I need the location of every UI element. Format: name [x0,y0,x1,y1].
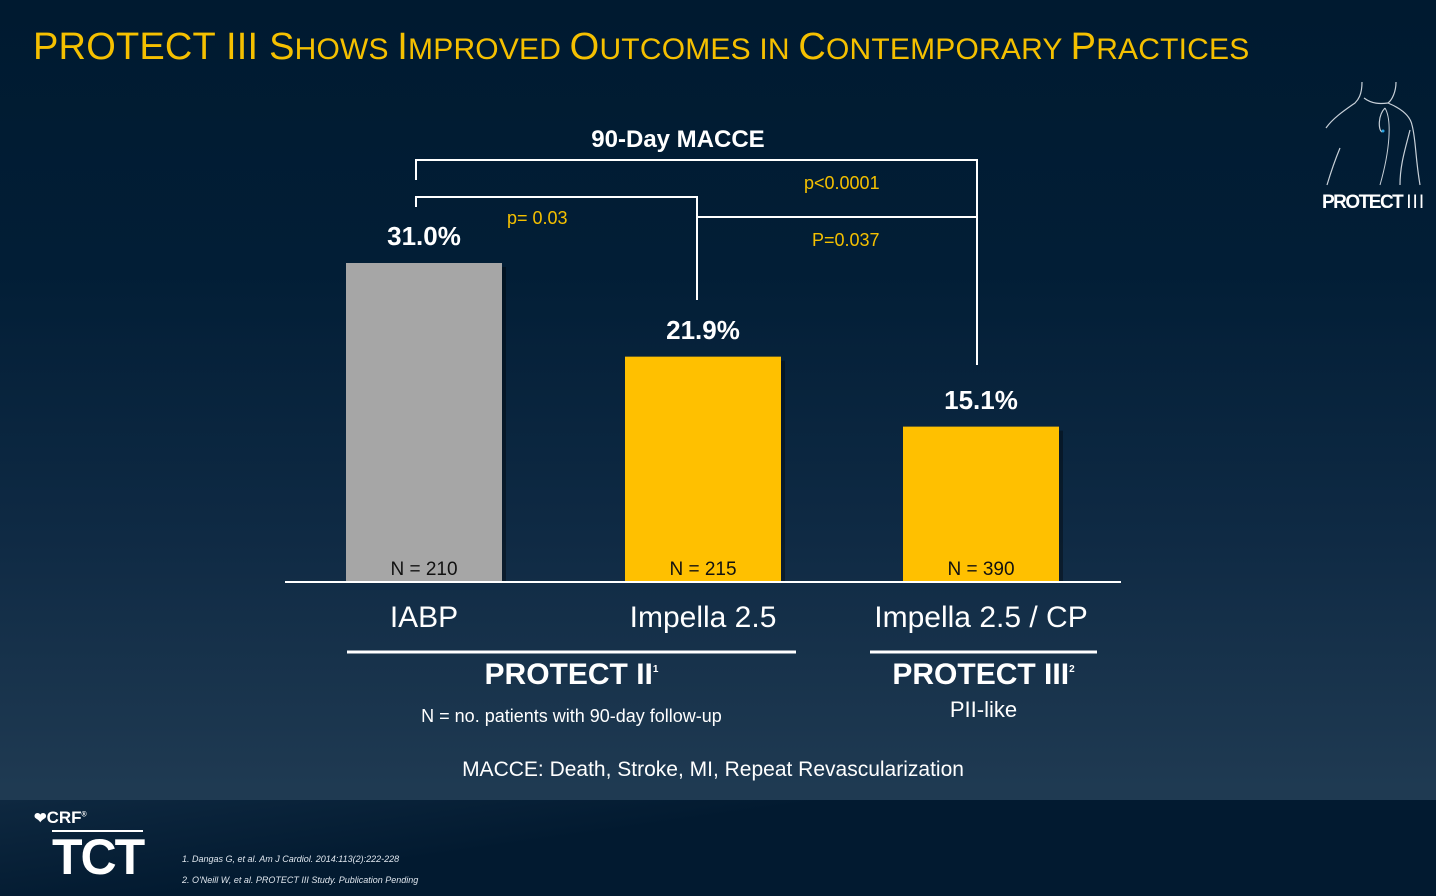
bar-impella-2-5 [625,356,781,582]
value-label: 15.1% [944,384,1018,415]
title-word-rest: UTCOMES IN [599,33,799,66]
reference-1: 1. Dangas G, et al. Am J Cardiol. 2014:1… [182,854,400,864]
heart-icon: ❤ [34,810,47,827]
title-word-cap: S [269,26,295,68]
title-word-rest: HOWS [294,33,398,66]
n-label: N = 215 [669,559,737,580]
chart-title: 90-Day MACCE [591,126,765,153]
category-label: Impella 2.5 [629,601,777,634]
bar-iabp [346,263,502,582]
group-protect-iii: PROTECT III2 [860,658,1107,692]
title-word-cap: C [798,26,826,68]
logo-numeral: III [1406,192,1426,213]
category-label: Impella 2.5 / CP [874,601,1088,634]
title-word-rest: ONTEMPORARY [825,33,1071,66]
n-label: N = 210 [390,559,458,580]
group-note-protect-ii: N = no. patients with 90-day follow-up [421,706,722,726]
bracket-p003 [415,196,698,300]
pvalue-iabp-vs-cp: p<0.0001 [804,173,880,193]
title-word-rest: RACTICES [1096,33,1250,66]
reference-marker: 1 [652,664,659,675]
tct-logo: TCT [52,829,145,885]
footer-band [0,800,1436,896]
reference-marker: 2 [1069,664,1075,675]
value-label: 31.0% [387,221,461,251]
slide-title: PROTECT III SHOWS IMPROVED OUTCOMES IN C… [33,26,1249,69]
protect-iii-logo: PROTECT III [1322,192,1425,214]
title-word-cap: O [569,26,600,68]
group-note-protect-iii: PII-like [949,697,1018,722]
title-word-rest: MPROVED [408,33,570,66]
title-word-cap: I [397,26,409,68]
crf-logo: ❤CRF® [34,808,87,827]
pvalue-impella25-vs-cp: P=0.037 [812,230,880,250]
title-word-cap: P [1070,26,1097,68]
bar-impella-2-5-cp [903,426,1059,582]
value-label: 21.9% [666,314,740,345]
logo-word: PROTECT [1322,192,1404,213]
group-protect-ii: PROTECT II1 [347,658,796,692]
bracket-p0001 [415,159,978,365]
torso-heart-icon [1325,81,1421,186]
group-name: PROTECT III [892,658,1070,691]
pvalue-iabp-vs-impella25: p= 0.03 [507,208,568,228]
title-words: SHOWS IMPROVED OUTCOMES IN CONTEMPORARY … [269,26,1249,68]
reference-2: 2. O'Neill W, et al. PROTECT III Study. … [182,875,419,885]
category-label: IABP [389,601,459,634]
macce-definition: MACCE: Death, Stroke, MI, Repeat Revascu… [462,758,964,781]
group-name: PROTECT II [484,658,653,691]
title-lead: PROTECT III [33,26,270,68]
n-label: N = 390 [947,559,1015,580]
